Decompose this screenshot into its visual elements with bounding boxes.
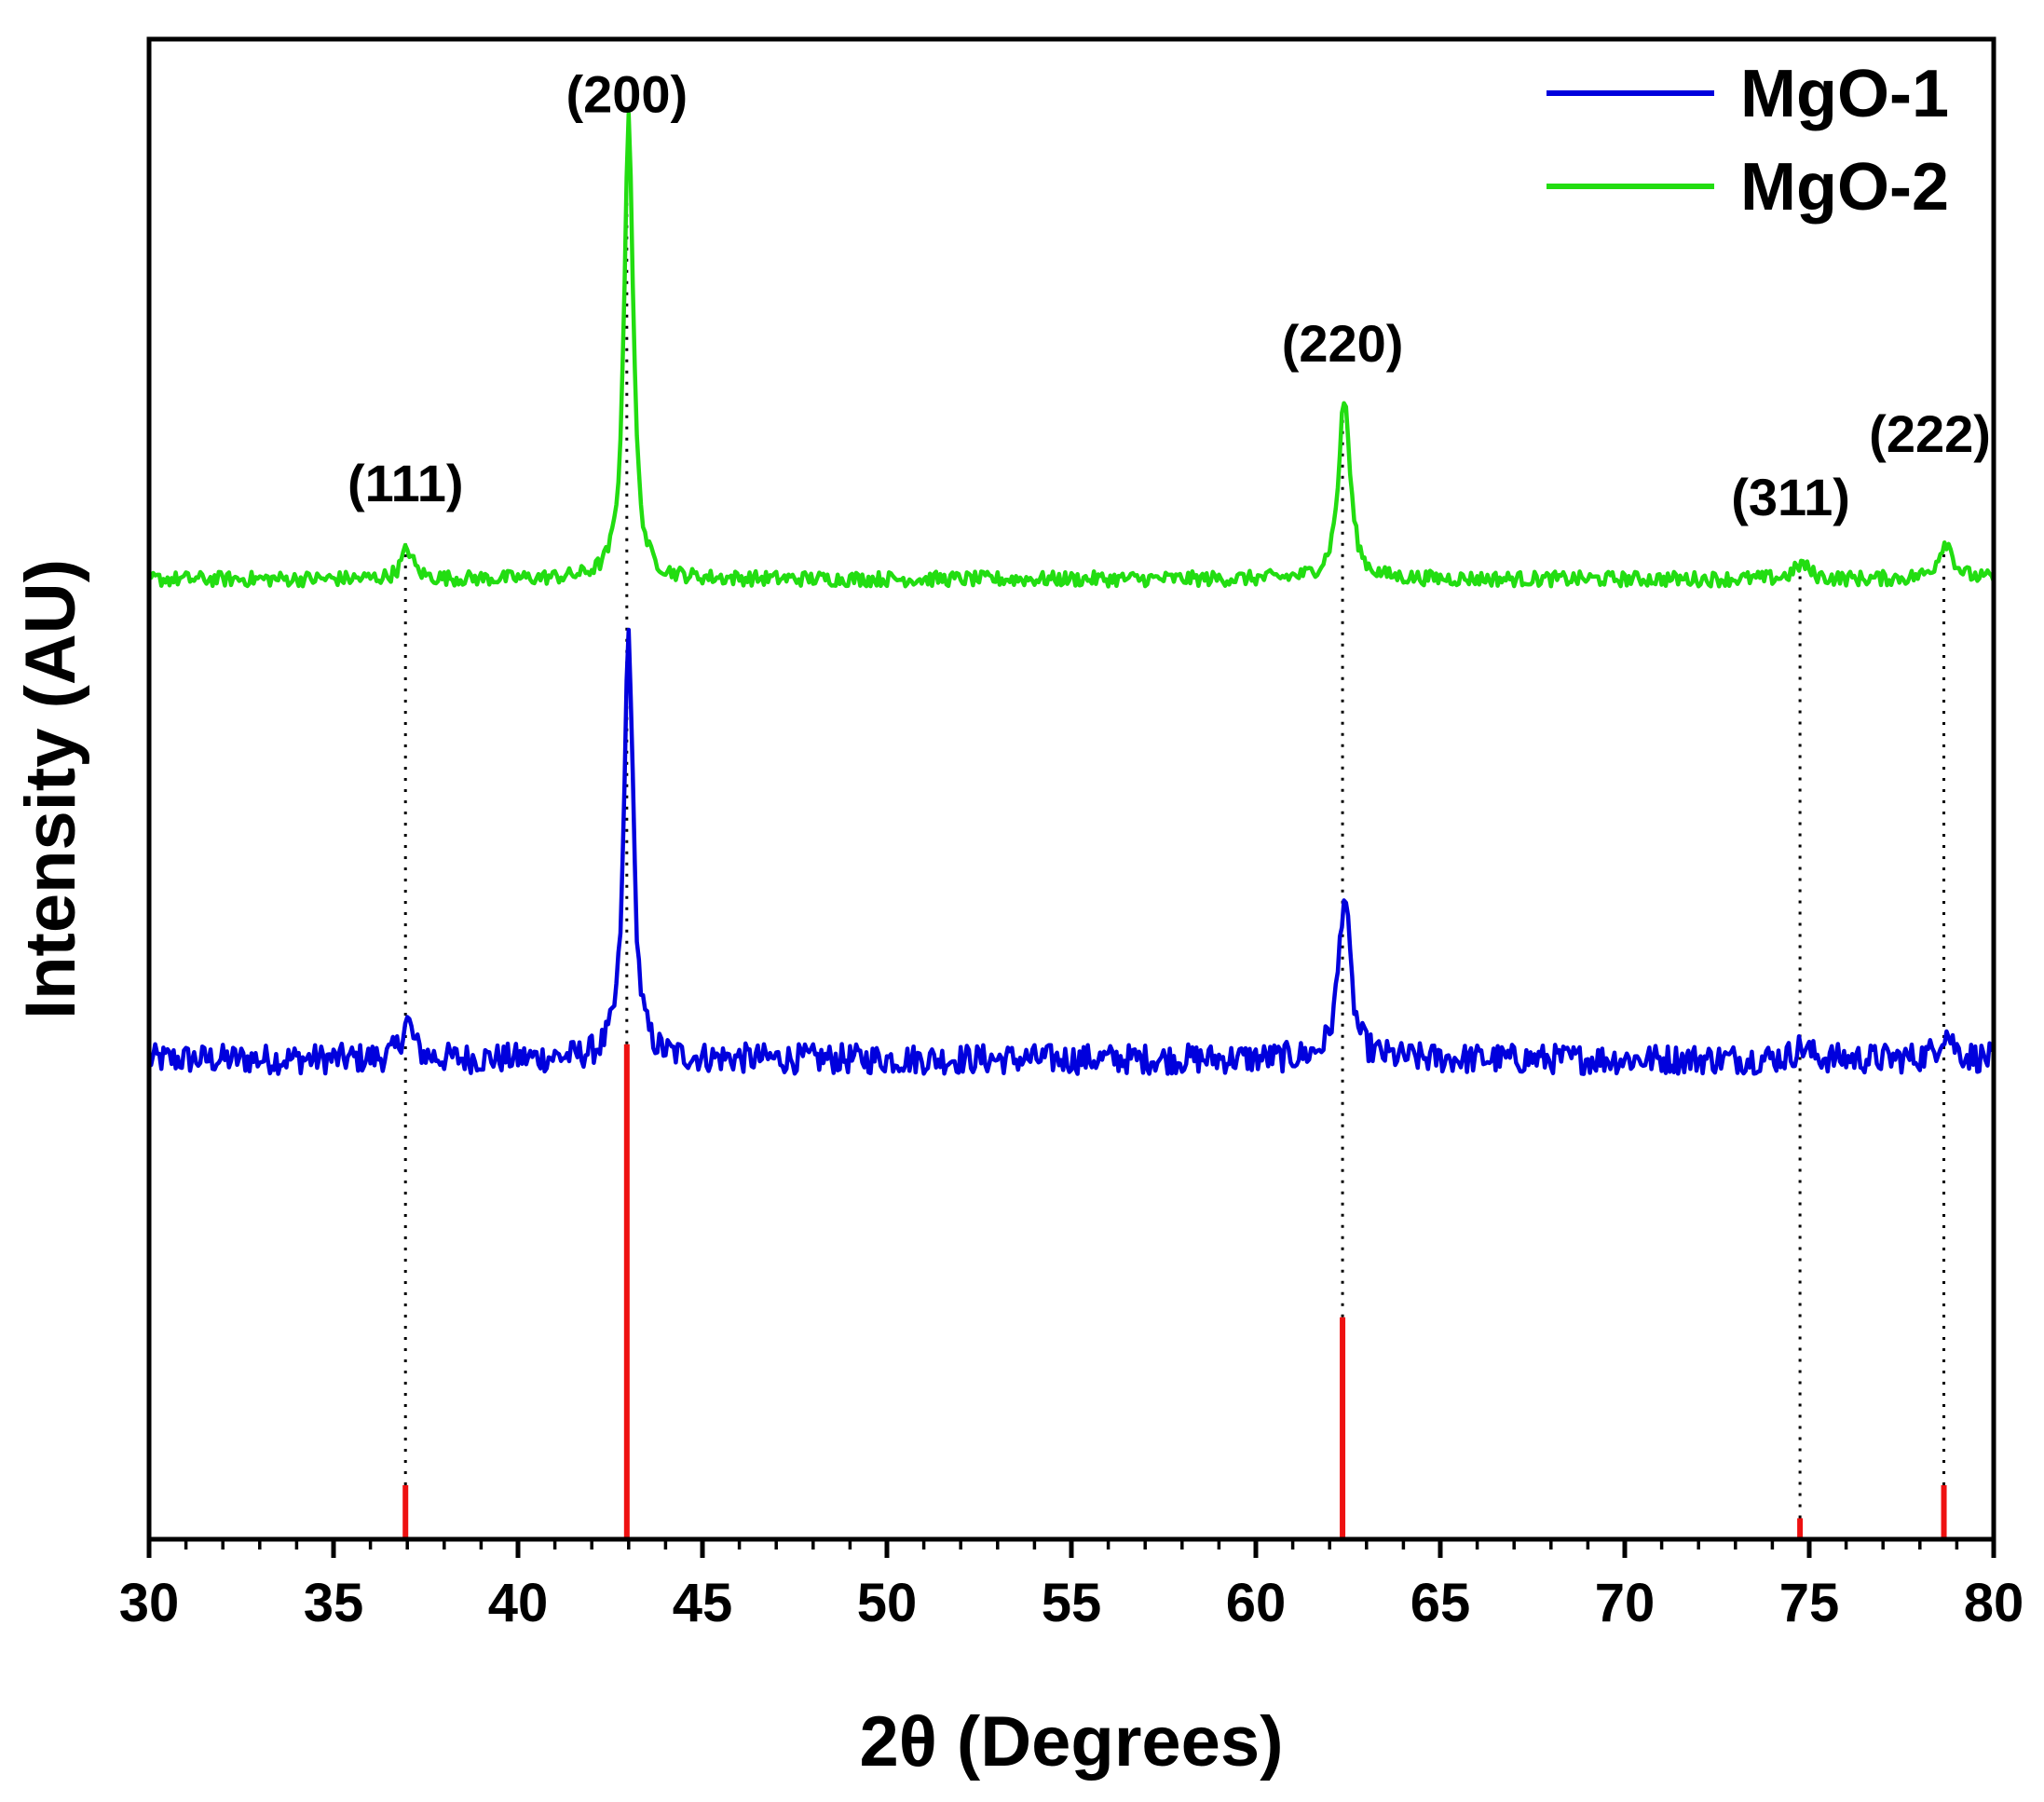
reference-lines	[402, 1044, 1947, 1539]
legend: MgO-1 MgO-2	[1547, 57, 1949, 225]
x-tick-label: 30	[119, 1573, 180, 1633]
x-tick-label: 40	[488, 1573, 549, 1633]
legend-label: MgO-1	[1740, 57, 1949, 131]
x-tick-label: 55	[1042, 1573, 1102, 1633]
x-axis-label: 2θ (Degrees)	[859, 1702, 1283, 1782]
x-axis-ticks: 30 35 40 45 50 55 60 65 70 75 80	[119, 1539, 2024, 1633]
x-tick-label: 45	[673, 1573, 733, 1633]
series-line-mgo-2	[146, 111, 1996, 589]
x-tick-label: 80	[1964, 1573, 2024, 1633]
peak-label: (111)	[347, 454, 464, 512]
peak-label: (311)	[1731, 468, 1850, 526]
series-lines	[146, 111, 1996, 1076]
x-tick-label: 35	[304, 1573, 364, 1633]
peak-guides	[403, 154, 1946, 1519]
x-tick-label: 60	[1226, 1573, 1287, 1633]
peak-annotations: (111) (200) (220) (311) (222)	[347, 64, 1991, 526]
x-tick-label: 75	[1779, 1573, 1840, 1633]
series-line-mgo-1	[146, 627, 1996, 1076]
peak-label: (200)	[566, 64, 688, 123]
legend-label: MgO-2	[1740, 150, 1949, 225]
peak-label: (222)	[1869, 404, 1991, 463]
x-tick-label: 50	[857, 1573, 918, 1633]
peak-label: (220)	[1282, 314, 1404, 373]
x-tick-label: 65	[1410, 1573, 1471, 1633]
x-tick-label: 70	[1595, 1573, 1656, 1633]
y-axis-label: Intensity (AU)	[11, 559, 90, 1019]
plot-frame	[146, 36, 1996, 1542]
